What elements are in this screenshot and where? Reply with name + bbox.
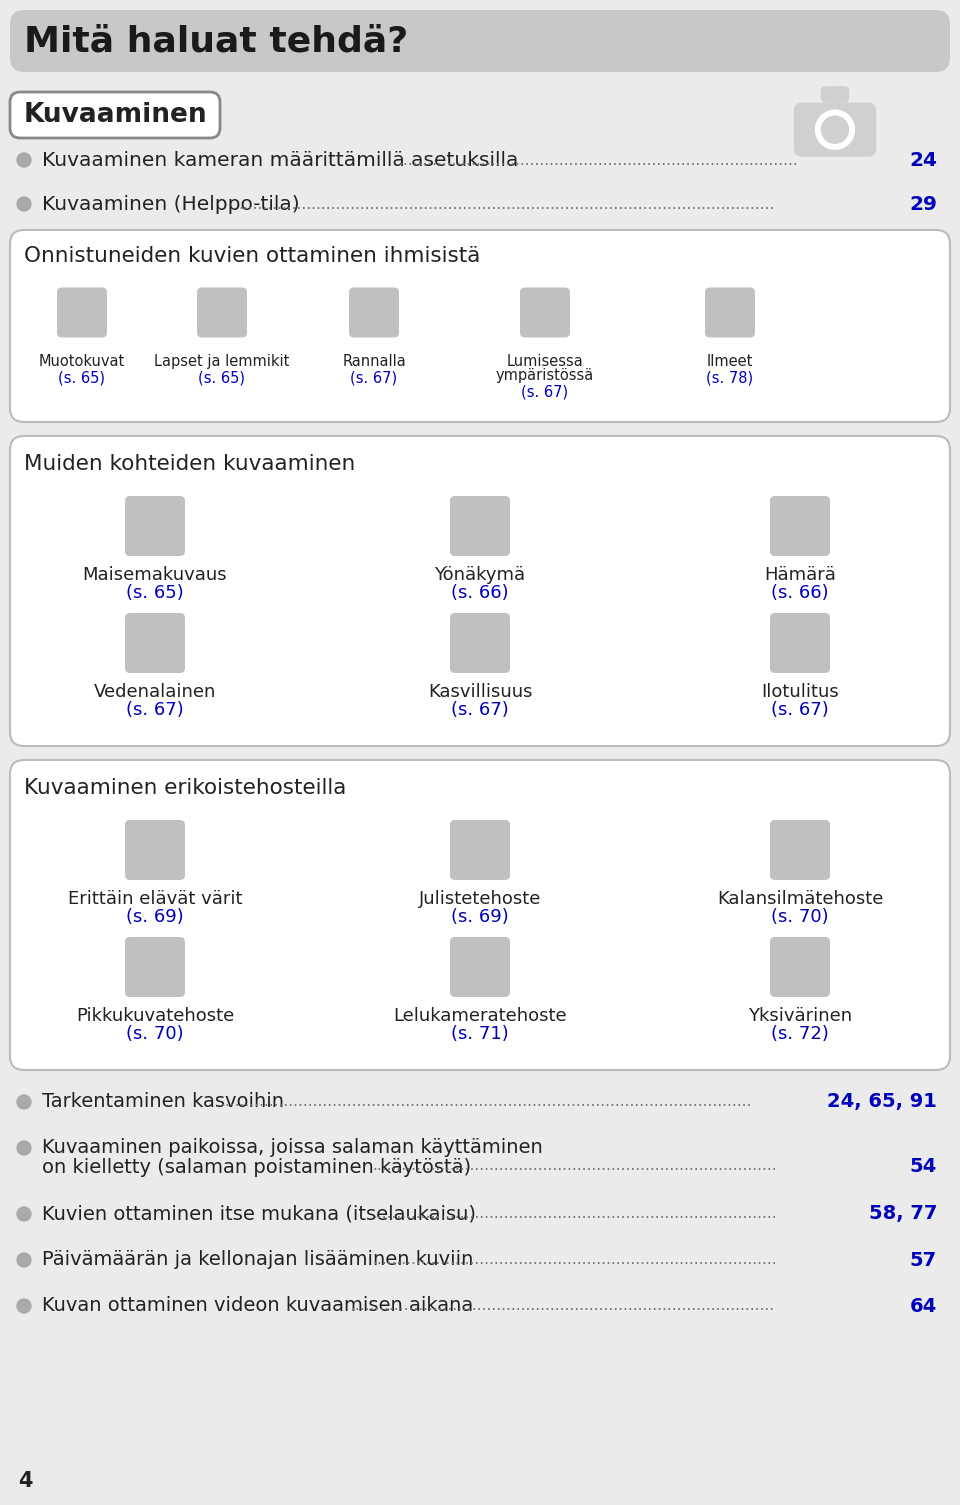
FancyBboxPatch shape [770, 613, 830, 673]
Text: 54: 54 [910, 1156, 937, 1175]
Text: Kasvillisuus: Kasvillisuus [428, 683, 532, 701]
Text: (s. 69): (s. 69) [126, 908, 184, 926]
Text: Kalansilmätehoste: Kalansilmätehoste [717, 889, 883, 908]
Text: Kuvaaminen kameran määrittämillä asetuksilla: Kuvaaminen kameran määrittämillä asetuks… [42, 150, 518, 170]
FancyBboxPatch shape [705, 287, 755, 337]
Text: Ilotulitus: Ilotulitus [761, 683, 839, 701]
Circle shape [17, 1299, 31, 1312]
FancyBboxPatch shape [125, 613, 185, 673]
Circle shape [815, 110, 854, 149]
Text: Ilmeet: Ilmeet [707, 354, 754, 369]
Text: Pikkukuvatehoste: Pikkukuvatehoste [76, 1007, 234, 1025]
Text: Julistetehoste: Julistetehoste [419, 889, 541, 908]
FancyBboxPatch shape [450, 497, 510, 555]
Text: (s. 72): (s. 72) [771, 1025, 828, 1043]
FancyBboxPatch shape [10, 230, 950, 421]
Text: (s. 65): (s. 65) [126, 584, 184, 602]
FancyBboxPatch shape [770, 497, 830, 555]
Text: Yksivärinen: Yksivärinen [748, 1007, 852, 1025]
Text: ................................................................................: ........................................… [221, 1094, 753, 1109]
Text: Mitä haluat tehdä?: Mitä haluat tehdä? [24, 24, 408, 59]
FancyBboxPatch shape [10, 11, 950, 72]
Text: ................................................................................: ........................................… [238, 197, 775, 212]
Text: (s. 67): (s. 67) [521, 384, 568, 399]
Circle shape [17, 1141, 31, 1154]
Text: ................................................................................: ........................................… [350, 1299, 774, 1314]
Text: Lelukameratehoste: Lelukameratehoste [394, 1007, 566, 1025]
FancyBboxPatch shape [520, 287, 570, 337]
Text: (s. 78): (s. 78) [707, 370, 754, 385]
Circle shape [17, 1254, 31, 1267]
FancyBboxPatch shape [125, 938, 185, 996]
Text: Tarkentaminen kasvoihin: Tarkentaminen kasvoihin [42, 1093, 284, 1111]
FancyBboxPatch shape [57, 287, 107, 337]
Text: Kuvaaminen: Kuvaaminen [24, 102, 207, 128]
Text: 24, 65, 91: 24, 65, 91 [828, 1093, 937, 1112]
Text: Erittäin elävät värit: Erittäin elävät värit [68, 889, 242, 908]
FancyBboxPatch shape [770, 938, 830, 996]
Text: Kuvan ottaminen videon kuvaamisen aikana: Kuvan ottaminen videon kuvaamisen aikana [42, 1296, 473, 1315]
FancyBboxPatch shape [450, 938, 510, 996]
Text: (s. 66): (s. 66) [771, 584, 828, 602]
Text: (s. 70): (s. 70) [126, 1025, 183, 1043]
Text: (s. 69): (s. 69) [451, 908, 509, 926]
Text: Muiden kohteiden kuvaaminen: Muiden kohteiden kuvaaminen [24, 455, 355, 474]
FancyBboxPatch shape [821, 86, 850, 102]
Text: (s. 67): (s. 67) [350, 370, 397, 385]
Text: Yönäkymä: Yönäkymä [435, 566, 525, 584]
FancyBboxPatch shape [10, 436, 950, 746]
Circle shape [822, 116, 849, 143]
Text: Päivämäärän ja kellonajan lisääminen kuviin: Päivämäärän ja kellonajan lisääminen kuv… [42, 1251, 473, 1269]
Text: (s. 67): (s. 67) [126, 701, 184, 719]
Text: Lumisessa: Lumisessa [507, 354, 584, 369]
FancyBboxPatch shape [197, 287, 247, 337]
Text: 58, 77: 58, 77 [869, 1204, 937, 1224]
FancyBboxPatch shape [794, 102, 876, 157]
Text: Kuvien ottaminen itse mukana (itselaukaisu): Kuvien ottaminen itse mukana (itselaukai… [42, 1204, 476, 1224]
Text: Lapset ja lemmikit: Lapset ja lemmikit [155, 354, 290, 369]
Text: (s. 71): (s. 71) [451, 1025, 509, 1043]
FancyBboxPatch shape [10, 92, 220, 138]
Text: (s. 70): (s. 70) [771, 908, 828, 926]
Text: 57: 57 [910, 1251, 937, 1270]
Text: Maisemakuvaus: Maisemakuvaus [83, 566, 228, 584]
Text: Onnistuneiden kuvien ottaminen ihmisistä: Onnistuneiden kuvien ottaminen ihmisistä [24, 245, 480, 266]
Text: 64: 64 [910, 1296, 937, 1315]
FancyBboxPatch shape [450, 613, 510, 673]
Text: (s. 67): (s. 67) [771, 701, 828, 719]
Text: Vedenalainen: Vedenalainen [94, 683, 216, 701]
Text: Rannalla: Rannalla [342, 354, 406, 369]
FancyBboxPatch shape [450, 820, 510, 880]
FancyBboxPatch shape [349, 287, 399, 337]
Text: ................................................................................: ........................................… [398, 152, 798, 167]
Text: (s. 66): (s. 66) [451, 584, 509, 602]
Text: Kuvaaminen paikoissa, joissa salaman käyttäminen: Kuvaaminen paikoissa, joissa salaman käy… [42, 1138, 542, 1157]
FancyBboxPatch shape [125, 497, 185, 555]
Text: Kuvaaminen (Helppo-tila): Kuvaaminen (Helppo-tila) [42, 194, 300, 214]
Text: 4: 4 [18, 1470, 33, 1491]
Circle shape [17, 154, 31, 167]
Text: on kielletty (salaman poistaminen käytöstä): on kielletty (salaman poistaminen käytös… [42, 1157, 471, 1177]
Text: (s. 65): (s. 65) [59, 370, 106, 385]
FancyBboxPatch shape [125, 820, 185, 880]
Text: 29: 29 [909, 194, 937, 214]
Text: (s. 65): (s. 65) [199, 370, 246, 385]
Text: ................................................................................: ........................................… [372, 1207, 778, 1222]
Text: Kuvaaminen erikoistehosteilla: Kuvaaminen erikoistehosteilla [24, 778, 347, 798]
Text: Muotokuvat: Muotokuvat [38, 354, 125, 369]
Circle shape [17, 197, 31, 211]
Text: ................................................................................: ........................................… [372, 1252, 778, 1267]
Text: 24: 24 [909, 150, 937, 170]
Circle shape [17, 1096, 31, 1109]
Text: ................................................................................: ........................................… [372, 1159, 778, 1174]
Text: (s. 67): (s. 67) [451, 701, 509, 719]
Circle shape [17, 1207, 31, 1221]
FancyBboxPatch shape [770, 820, 830, 880]
FancyBboxPatch shape [10, 760, 950, 1070]
Text: Hämärä: Hämärä [764, 566, 836, 584]
Text: ympäristössä: ympäristössä [496, 369, 594, 382]
